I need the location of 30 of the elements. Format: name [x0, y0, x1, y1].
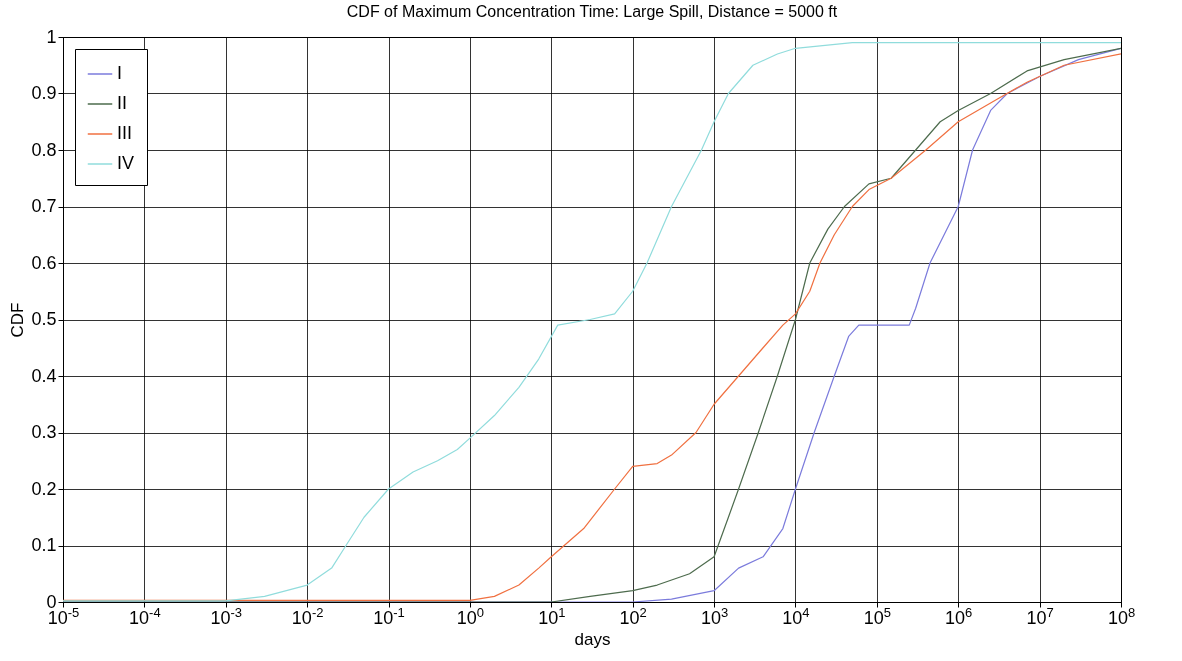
- y-tick-label: 0.5: [31, 309, 57, 329]
- y-tick-label: 0.1: [31, 535, 57, 555]
- y-tick-label: 0.4: [31, 365, 57, 386]
- x-tick-label: 10$^{3}$: [700, 604, 729, 628]
- x-tick-label: 10$^{8}$: [1107, 604, 1136, 628]
- y-tick-label: 0.8: [31, 139, 57, 160]
- x-tick-label: 10$^{1}$: [538, 604, 566, 628]
- legend-label: III: [117, 123, 133, 143]
- x-tick-label: 10$^{7}$: [1026, 604, 1054, 628]
- x-axis-title: days: [574, 629, 611, 649]
- x-tick-label: 10$^{-2}$: [291, 604, 324, 628]
- x-tick-label: 10$^{4}$: [782, 604, 810, 628]
- y-axis-title: CDF: [8, 302, 28, 338]
- y-tick-label: 0.7: [31, 196, 57, 216]
- legend-label: I: [117, 63, 123, 83]
- legend-label: IV: [117, 153, 135, 173]
- x-tick-label: 10$^{-3}$: [210, 604, 243, 628]
- chart-title: CDF of Maximum Concentration Time: Large Spill, Distance = 5000 ft: [346, 3, 838, 20]
- y-tick-label: 0.3: [31, 422, 57, 442]
- x-tick-label: 10$^{-4}$: [129, 604, 161, 628]
- x-tick-label: 10$^{-1}$: [373, 604, 405, 628]
- x-tick-label: 10$^{0}$: [456, 604, 485, 628]
- legend-label: II: [117, 93, 128, 113]
- x-tick-label: 10$^{2}$: [619, 604, 647, 628]
- x-tick-label: 10$^{5}$: [863, 604, 891, 628]
- y-tick-label: 0.9: [31, 83, 57, 103]
- y-tick-label: 0.2: [31, 478, 57, 499]
- y-tick-label: 1: [46, 26, 57, 47]
- y-tick-label: 0.6: [31, 252, 57, 273]
- x-tick-label: 10$^{6}$: [945, 604, 973, 628]
